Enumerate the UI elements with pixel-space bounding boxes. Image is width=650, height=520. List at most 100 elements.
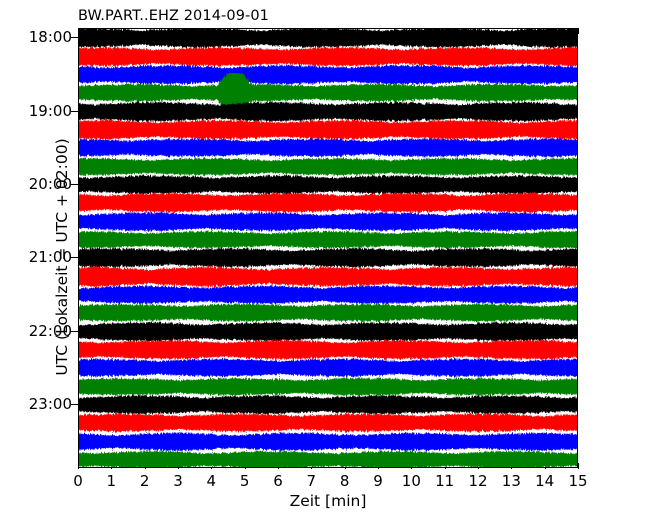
trace-path	[79, 29, 577, 50]
gridline	[479, 29, 480, 467]
x-tick-label: 9	[373, 472, 383, 490]
seismic-trace	[79, 293, 577, 332]
trace-path	[79, 265, 577, 288]
trace-waveform	[79, 357, 577, 379]
x-tick-label: 5	[239, 472, 250, 490]
trace-waveform	[79, 210, 577, 233]
seismic-trace	[79, 128, 577, 167]
x-axis-label: Zeit [min]	[289, 492, 367, 510]
seismic-trace	[79, 440, 577, 467]
x-tick-label: 11	[435, 472, 455, 490]
y-tick-mark	[71, 330, 78, 332]
seismic-trace	[79, 257, 577, 296]
seismic-trace	[79, 275, 577, 314]
y-tick-label: 21:00	[28, 248, 72, 267]
trace-path	[79, 449, 577, 467]
trace-waveform	[79, 29, 577, 50]
x-tick-label: 0	[73, 472, 83, 490]
trace-waveform	[79, 118, 577, 142]
seismic-trace	[79, 385, 577, 424]
y-tick-mark	[71, 403, 78, 405]
page-title: BW.PART..EHZ 2014-09-01	[78, 8, 269, 24]
trace-path	[79, 100, 577, 123]
x-tick-label: 8	[339, 472, 350, 490]
seismic-trace	[79, 165, 577, 204]
gridline	[312, 29, 314, 467]
trace-path	[79, 338, 577, 362]
gridline	[212, 29, 214, 467]
trace-waveform	[79, 338, 577, 362]
trace-path	[79, 393, 577, 417]
seismic-trace	[79, 202, 577, 241]
y-tick-mark	[71, 183, 78, 185]
seismic-trace	[79, 92, 577, 131]
seismic-trace	[79, 147, 577, 186]
trace-waveform	[79, 229, 577, 250]
trace-waveform	[79, 246, 577, 270]
trace-path	[79, 284, 577, 306]
trace-waveform	[79, 376, 577, 397]
y-tick-label: 19:00	[28, 101, 72, 120]
gridline	[145, 29, 147, 467]
trace-waveform	[79, 137, 577, 159]
seismic-trace	[79, 422, 577, 461]
x-tick-label: 6	[273, 472, 283, 490]
gridline	[412, 29, 414, 467]
gridline	[345, 29, 347, 467]
trace-path	[79, 357, 577, 379]
trace-path	[79, 210, 577, 233]
x-tick-label: 13	[501, 472, 521, 490]
trace-waveform	[79, 431, 577, 452]
y-tick-label: 20:00	[28, 174, 72, 193]
seismic-trace	[79, 110, 577, 149]
gridline	[279, 29, 280, 467]
trace-path	[79, 156, 577, 177]
seismic-trace	[79, 403, 577, 442]
trace-path	[79, 376, 577, 397]
seismic-trace	[79, 348, 577, 387]
seismic-trace	[79, 183, 577, 222]
x-tick-mark	[578, 462, 579, 469]
trace-waveform	[79, 100, 577, 123]
x-tick-label: 12	[468, 472, 488, 490]
trace-waveform	[79, 45, 577, 68]
x-tick-label: 1	[106, 472, 117, 490]
gridline	[379, 29, 380, 467]
trace-waveform	[79, 284, 577, 306]
x-tick-label: 10	[401, 472, 421, 490]
x-tick-label: 15	[568, 472, 588, 490]
x-tick-label: 7	[306, 472, 317, 490]
trace-path	[79, 173, 577, 196]
trace-waveform	[79, 449, 577, 467]
x-tick-label: 3	[173, 472, 183, 490]
trace-waveform	[79, 302, 577, 324]
trace-path	[79, 246, 577, 270]
trace-path	[79, 302, 577, 324]
seismic-trace	[79, 238, 577, 277]
seismic-trace	[79, 330, 577, 369]
gridline	[179, 29, 180, 467]
trace-path	[79, 45, 577, 68]
plot-area	[78, 28, 578, 468]
seismic-trace	[79, 29, 577, 58]
trace-waveform	[79, 412, 577, 435]
trace-path	[79, 320, 577, 343]
seismic-trace	[79, 220, 577, 259]
trace-waveform	[79, 393, 577, 417]
y-tick-mark	[71, 110, 78, 112]
trace-path	[79, 229, 577, 250]
gridline	[512, 29, 514, 467]
gridline	[245, 29, 247, 467]
seismic-trace	[79, 367, 577, 406]
x-tick-label: 4	[206, 472, 217, 490]
x-tick-label: 2	[139, 472, 150, 490]
trace-waveform	[79, 320, 577, 343]
trace-waveform	[79, 191, 577, 215]
seismic-trace	[79, 37, 577, 76]
trace-waveform	[79, 156, 577, 177]
y-tick-label: 18:00	[28, 28, 72, 47]
y-tick-mark	[71, 257, 78, 259]
y-tick-label: 22:00	[28, 321, 72, 340]
trace-path	[79, 412, 577, 435]
